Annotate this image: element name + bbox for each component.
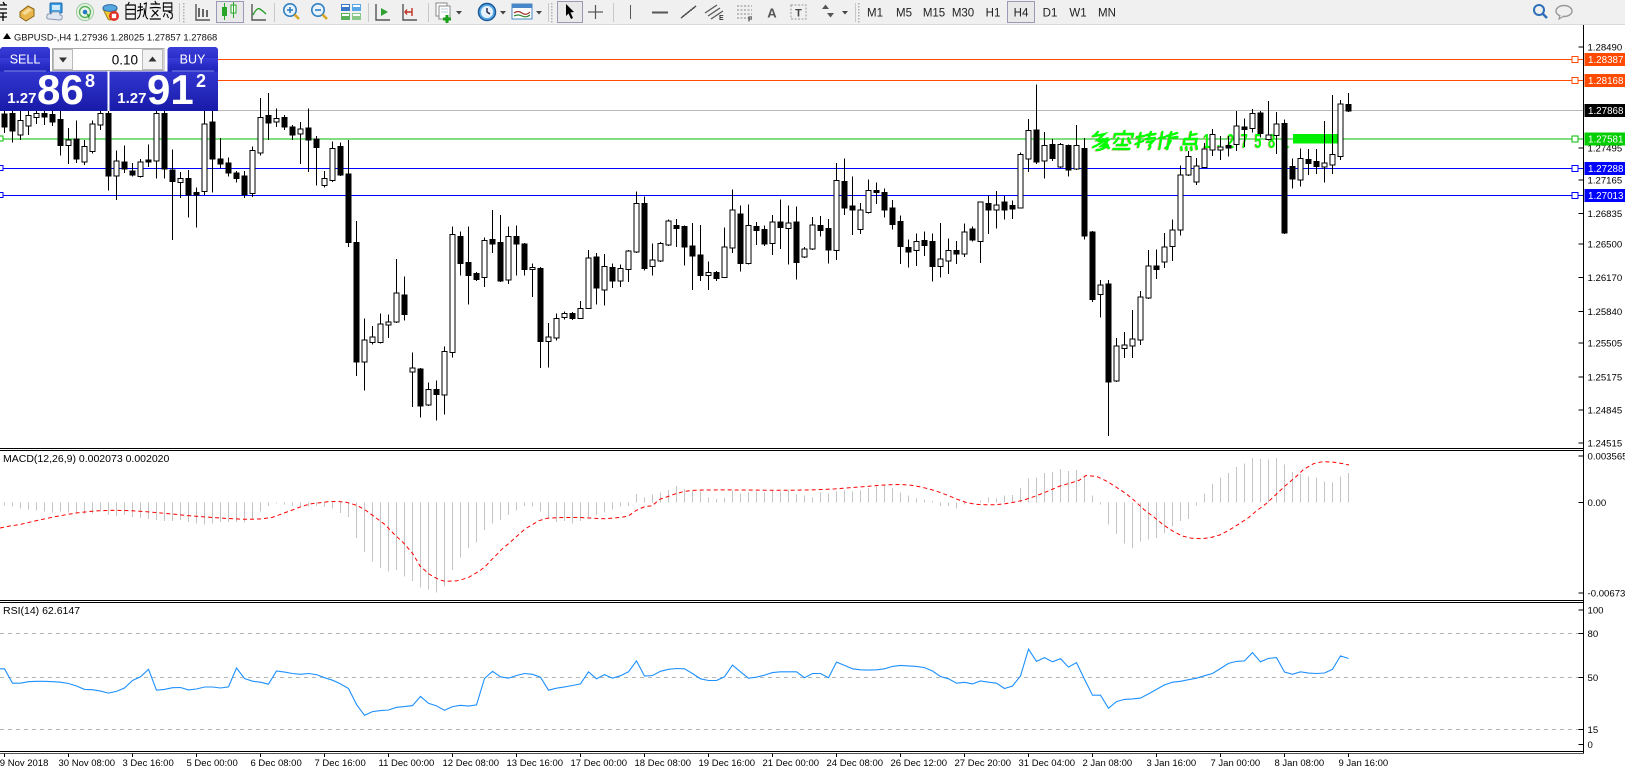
svg-text:6 Dec 08:00: 6 Dec 08:00 xyxy=(251,758,302,769)
svg-text:MACD(12,26,9) 0.002073 0.00202: MACD(12,26,9) 0.002073 0.002020 xyxy=(3,453,170,465)
svg-text:0.00: 0.00 xyxy=(1588,498,1607,509)
svg-text:0.003565: 0.003565 xyxy=(1588,452,1625,463)
svg-text:GBPUSD-,H4 1.27936 1.28025 1.: GBPUSD-,H4 1.27936 1.28025 1.27857 1.278… xyxy=(14,32,217,43)
svg-text:29 Nov 2018: 29 Nov 2018 xyxy=(0,758,48,769)
svg-text:50: 50 xyxy=(1588,673,1599,684)
svg-text:100: 100 xyxy=(1588,606,1604,617)
svg-text:7 Dec 16:00: 7 Dec 16:00 xyxy=(315,758,366,769)
svg-text:1.28387: 1.28387 xyxy=(1588,55,1623,66)
svg-text:91: 91 xyxy=(147,66,194,113)
svg-text:M30: M30 xyxy=(952,8,974,20)
svg-text:8 Jan 08:00: 8 Jan 08:00 xyxy=(1275,758,1325,769)
svg-text:1.25505: 1.25505 xyxy=(1588,339,1623,350)
svg-text:21 Dec 00:00: 21 Dec 00:00 xyxy=(763,758,820,769)
svg-text:SELL: SELL xyxy=(10,53,41,67)
svg-text:1.27165: 1.27165 xyxy=(1588,176,1623,187)
svg-text:M1: M1 xyxy=(867,8,883,20)
svg-text:24 Dec 08:00: 24 Dec 08:00 xyxy=(827,758,884,769)
svg-text:1.26500: 1.26500 xyxy=(1588,240,1623,251)
svg-text:A: A xyxy=(767,6,777,21)
svg-text:0: 0 xyxy=(1588,740,1593,751)
svg-text:1.27: 1.27 xyxy=(117,90,146,107)
svg-text:1.24515: 1.24515 xyxy=(1588,439,1623,450)
svg-text:1.27495: 1.27495 xyxy=(1588,144,1623,155)
svg-text:30 Nov 08:00: 30 Nov 08:00 xyxy=(59,758,116,769)
svg-text:1.26835: 1.26835 xyxy=(1588,209,1623,220)
svg-text:15: 15 xyxy=(1588,725,1599,736)
svg-text:H1: H1 xyxy=(986,8,1001,20)
svg-text:3 Jan 16:00: 3 Jan 16:00 xyxy=(1147,758,1197,769)
svg-text:W1: W1 xyxy=(1069,8,1086,20)
svg-text:1.27: 1.27 xyxy=(7,90,36,107)
svg-text:8: 8 xyxy=(85,71,95,91)
svg-text:MN: MN xyxy=(1098,8,1116,20)
svg-text:0.10: 0.10 xyxy=(112,53,138,68)
svg-text:1.24845: 1.24845 xyxy=(1588,406,1623,417)
svg-text:2: 2 xyxy=(196,71,206,91)
svg-text:7 Jan 00:00: 7 Jan 00:00 xyxy=(1211,758,1261,769)
svg-text:5 Dec 00:00: 5 Dec 00:00 xyxy=(187,758,238,769)
svg-text:1.27581: 1.27581 xyxy=(1588,135,1623,146)
svg-text:31 Dec 04:00: 31 Dec 04:00 xyxy=(1019,758,1076,769)
svg-text:11 Dec 00:00: 11 Dec 00:00 xyxy=(379,758,435,769)
svg-text:1.25175: 1.25175 xyxy=(1588,373,1623,384)
svg-text:80: 80 xyxy=(1588,629,1599,640)
svg-text:9 Jan 16:00: 9 Jan 16:00 xyxy=(1339,758,1389,769)
svg-text:-0.006738: -0.006738 xyxy=(1588,589,1625,600)
svg-text:RSI(14) 62.6147: RSI(14) 62.6147 xyxy=(3,605,80,617)
svg-text:26 Dec 12:00: 26 Dec 12:00 xyxy=(891,758,948,769)
svg-text:1.28168: 1.28168 xyxy=(1588,76,1624,87)
svg-text:27 Dec 20:00: 27 Dec 20:00 xyxy=(955,758,1012,769)
svg-text:1.27013: 1.27013 xyxy=(1588,191,1624,202)
svg-text:BUY: BUY xyxy=(180,53,206,67)
svg-text:M5: M5 xyxy=(896,8,912,20)
svg-text:12 Dec 08:00: 12 Dec 08:00 xyxy=(443,758,500,769)
svg-text:1.25840: 1.25840 xyxy=(1588,307,1623,318)
svg-text:D1: D1 xyxy=(1043,8,1058,20)
svg-text:13 Dec 16:00: 13 Dec 16:00 xyxy=(507,758,564,769)
svg-text:1.27868: 1.27868 xyxy=(1588,106,1624,117)
svg-text:19 Dec 16:00: 19 Dec 16:00 xyxy=(699,758,756,769)
svg-text:18 Dec 08:00: 18 Dec 08:00 xyxy=(635,758,692,769)
svg-text:E: E xyxy=(719,15,724,22)
svg-text:T: T xyxy=(795,8,802,20)
svg-text:2 Jan 08:00: 2 Jan 08:00 xyxy=(1083,758,1133,769)
svg-text:86: 86 xyxy=(37,66,84,113)
svg-text:M15: M15 xyxy=(923,8,945,20)
svg-text:1.27288: 1.27288 xyxy=(1588,164,1624,175)
svg-text:3 Dec 16:00: 3 Dec 16:00 xyxy=(123,758,174,769)
svg-text:17 Dec 00:00: 17 Dec 00:00 xyxy=(571,758,628,769)
svg-text:1.28490: 1.28490 xyxy=(1588,43,1623,54)
svg-text:F: F xyxy=(748,17,753,24)
svg-text:H4: H4 xyxy=(1014,8,1029,20)
svg-text:1.26170: 1.26170 xyxy=(1588,273,1623,284)
